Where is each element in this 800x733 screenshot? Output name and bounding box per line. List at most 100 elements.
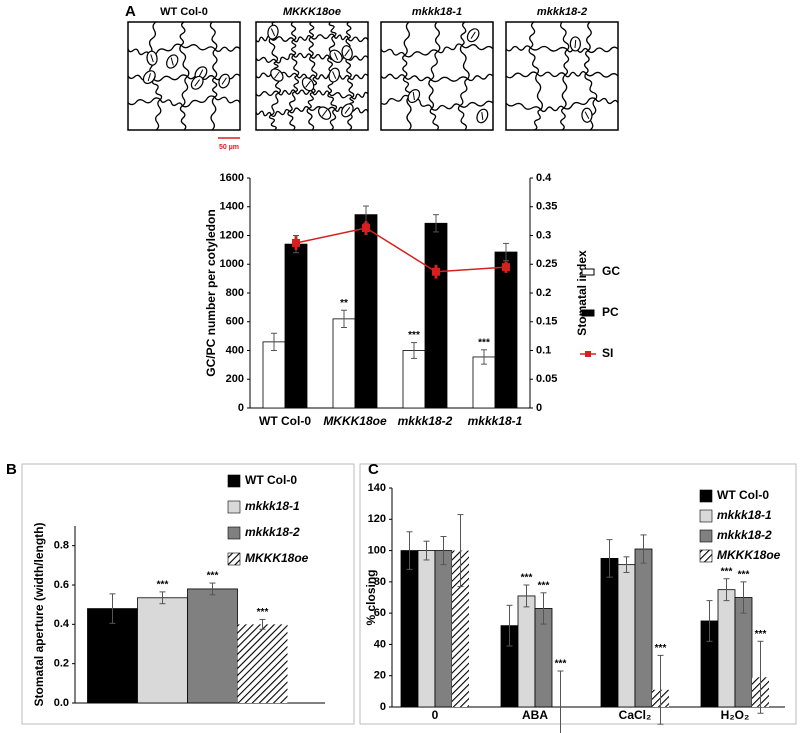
y-axis-label: % closing: [364, 569, 378, 625]
y-tick-label: 0.2: [54, 658, 69, 670]
significance: ***: [478, 337, 490, 348]
bar: [262, 341, 286, 409]
y-tick-label: 1000: [220, 258, 244, 270]
stoma-pore: [270, 28, 276, 36]
stoma-pore: [574, 39, 577, 48]
scale-label: 50 µm: [219, 144, 239, 151]
line: [295, 227, 507, 273]
stoma-pore: [334, 52, 339, 61]
y2-axis-label: Stomatal index: [575, 250, 589, 336]
y2-tick-label: 0.3: [536, 229, 551, 241]
significance: ***: [655, 643, 667, 654]
legend-label: GC: [602, 264, 620, 278]
y-tick-label: 200: [226, 373, 244, 385]
y2-tick-label: 0.35: [536, 201, 557, 213]
micrograph-label: WT Col-0: [160, 6, 208, 18]
legend-swatch: [227, 500, 241, 514]
y-tick-label: 0.0: [54, 697, 69, 709]
micrograph-label: MKKK18oe: [283, 6, 341, 18]
stoma-pore: [147, 73, 151, 82]
y-tick-label: 0.6: [54, 579, 69, 591]
y-tick-label: 800: [226, 287, 244, 299]
stoma-pore: [584, 111, 590, 119]
bar: [87, 608, 138, 704]
cell-walls: [255, 21, 369, 131]
panel-label: C: [368, 461, 379, 478]
stoma-pore: [344, 49, 350, 57]
stoma-pore: [344, 106, 351, 114]
significance: ***: [521, 573, 533, 584]
stoma-pore: [221, 77, 227, 85]
legend-label: PC: [602, 305, 619, 319]
y2-tick-label: 0: [536, 402, 542, 414]
bar: [434, 550, 453, 708]
y-tick-label: 120: [368, 513, 386, 525]
bar: [452, 550, 469, 707]
bar: [634, 548, 653, 708]
significance: ***: [408, 330, 420, 341]
x-tick-label: CaCl₂: [619, 708, 652, 722]
y-tick-label: 20: [374, 670, 386, 682]
stoma-pore: [321, 109, 328, 117]
y-tick-label: 80: [374, 576, 386, 588]
y-tick-label: 100: [368, 544, 386, 556]
legend-label: SI: [602, 346, 613, 360]
x-tick-label: MKKK18oe: [323, 414, 387, 428]
y-tick-label: 0.8: [54, 540, 69, 552]
point: [502, 263, 510, 272]
y2-tick-label: 0.1: [536, 344, 551, 356]
panel-frame: [359, 463, 797, 725]
legend-label: WT Col-0: [717, 488, 769, 502]
x-tick-label: mkkk18-2: [398, 414, 453, 428]
legend-label: WT Col-0: [245, 473, 297, 487]
micrograph-label: mkkk18-2: [537, 6, 587, 18]
bar: [417, 550, 436, 708]
bar: [517, 595, 536, 708]
legend-swatch: [581, 268, 595, 276]
bar: [137, 597, 188, 704]
y-tick-label: 60: [374, 607, 386, 619]
x-tick-label: mkkk18-1: [468, 414, 523, 428]
legend-swatch: [699, 549, 713, 563]
bar: [284, 243, 308, 409]
bar: [494, 251, 518, 409]
stoma-pore: [274, 71, 280, 79]
bar: [332, 318, 356, 409]
x-tick-label: H₂O₂: [721, 708, 750, 722]
stoma-pore: [194, 79, 201, 87]
stoma-pore: [305, 80, 311, 88]
legend-swatch: [227, 526, 241, 540]
y-tick-label: 0: [380, 701, 386, 713]
legend-label: mkkk18-2: [717, 528, 772, 542]
stoma-pore: [150, 54, 154, 63]
x-tick-label: WT Col-0: [259, 414, 311, 428]
significance: ***: [721, 566, 733, 577]
x-tick-label: ABA: [522, 708, 548, 722]
legend-label: mkkk18-1: [717, 508, 772, 522]
micrograph-label: mkkk18-1: [412, 6, 462, 18]
y-tick-label: 140: [368, 482, 386, 494]
significance: ***: [738, 569, 750, 580]
stoma-pore: [332, 71, 337, 79]
y-tick-label: 1200: [220, 229, 244, 241]
y-tick-label: 0: [238, 402, 244, 414]
bar: [734, 597, 753, 708]
y-tick-label: 400: [226, 344, 244, 356]
significance: ***: [755, 629, 767, 640]
legend-swatch: [699, 529, 713, 543]
legend-swatch: [227, 474, 241, 488]
legend-swatch: [585, 351, 591, 357]
x-tick-label: 0: [432, 708, 439, 722]
point: [362, 224, 370, 233]
y-tick-label: 1400: [220, 201, 244, 213]
legend-label: MKKK18oe: [717, 548, 781, 562]
bar: [717, 589, 736, 708]
point: [432, 267, 440, 276]
y-tick-label: 1600: [220, 172, 244, 184]
bar: [600, 557, 619, 708]
y2-tick-label: 0.2: [536, 287, 551, 299]
legend-label: mkkk18-1: [245, 499, 300, 513]
legend-swatch: [699, 489, 713, 503]
y-axis-label: GC/PC number per cotyledon: [204, 209, 218, 376]
